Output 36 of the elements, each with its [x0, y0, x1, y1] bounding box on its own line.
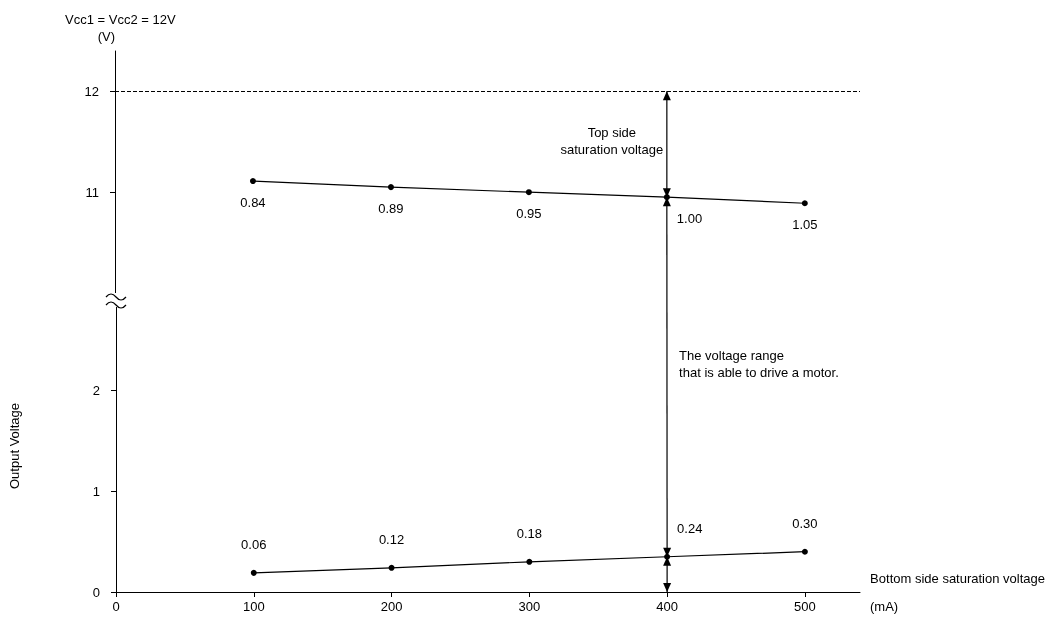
point — [526, 558, 533, 565]
annotation: 0.84 — [240, 195, 266, 211]
y-tick-label: 12 — [84, 83, 99, 99]
x-axis-title: (mA) — [870, 599, 899, 614]
annotation: 1.05 — [792, 217, 818, 233]
y-axis-title: Output Voltage — [7, 402, 22, 490]
y-tick-label: 2 — [92, 383, 100, 399]
point — [387, 184, 394, 191]
x-tick-label: 0 — [112, 599, 120, 614]
annotation: 0.89 — [378, 201, 404, 217]
y-tick-label: 0 — [92, 584, 100, 600]
annotation: 0.95 — [516, 206, 542, 222]
chart-title: Vcc1 = Vcc2 = 12V — [65, 12, 176, 27]
x-tick-label: 400 — [656, 599, 678, 614]
annotation: Top side saturation voltage — [560, 124, 664, 157]
point — [801, 548, 808, 555]
annotation: The voltage range that is able to drive a motor. — [679, 348, 839, 381]
point — [801, 200, 808, 207]
annotation: 0.12 — [378, 531, 405, 547]
x-tick-label: 300 — [518, 599, 541, 614]
x-tick-label: 500 — [794, 599, 816, 614]
point — [525, 189, 532, 196]
point — [249, 178, 256, 185]
y-tick-label: 11 — [85, 184, 99, 200]
annotation: 0.06 — [241, 536, 267, 552]
annotation: 0.30 — [792, 515, 818, 531]
point — [388, 564, 395, 571]
x-tick-label: 100 — [242, 599, 265, 614]
text: Bottom side saturation voltage — [870, 571, 1046, 586]
y-axis-title: (V) — [97, 29, 115, 44]
y-tick-label: 1 — [92, 483, 100, 499]
x-tick-label: 200 — [380, 599, 403, 614]
annotation: 0.24 — [677, 520, 703, 536]
annotation: 1.00 — [676, 211, 703, 227]
point — [250, 569, 257, 576]
annotation: 0.18 — [516, 525, 542, 541]
